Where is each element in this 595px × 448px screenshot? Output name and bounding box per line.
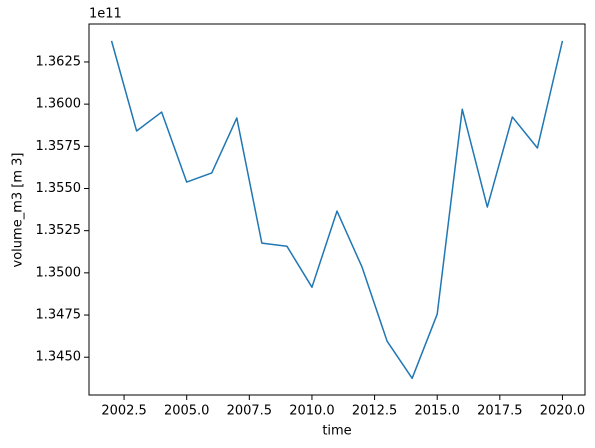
line xyxy=(110,40,564,380)
x-tick-label: 2017.5 xyxy=(477,404,523,419)
y-tick-label: 1.3600 xyxy=(36,97,82,112)
y-tick-label: 1.3550 xyxy=(36,181,82,196)
y-axis-label: volume_m3 [m 3] xyxy=(11,153,26,268)
x-tick-label: 2015.0 xyxy=(414,404,460,419)
axes-frame xyxy=(88,23,586,396)
y-tick-label: 1.3500 xyxy=(36,265,82,280)
y-tick-label: 1.3575 xyxy=(36,139,82,154)
y-tick-label: 1.3475 xyxy=(36,308,82,323)
x-tick-label: 2002.5 xyxy=(101,404,147,419)
x-tick-label: 2007.5 xyxy=(227,404,273,419)
x-tick-label: 2020.0 xyxy=(540,404,586,419)
y-tick-label: 1.3625 xyxy=(36,54,82,69)
y-offset-text: 1e11 xyxy=(89,7,122,22)
x-tick-label: 2012.5 xyxy=(352,404,398,419)
y-tick-label: 1.3525 xyxy=(36,223,82,238)
x-tick-label: 2005.0 xyxy=(164,404,210,419)
y-tick-label: 1.3450 xyxy=(36,350,82,365)
x-axis-label: time xyxy=(322,424,351,439)
x-tick-label: 2010.0 xyxy=(289,404,335,419)
